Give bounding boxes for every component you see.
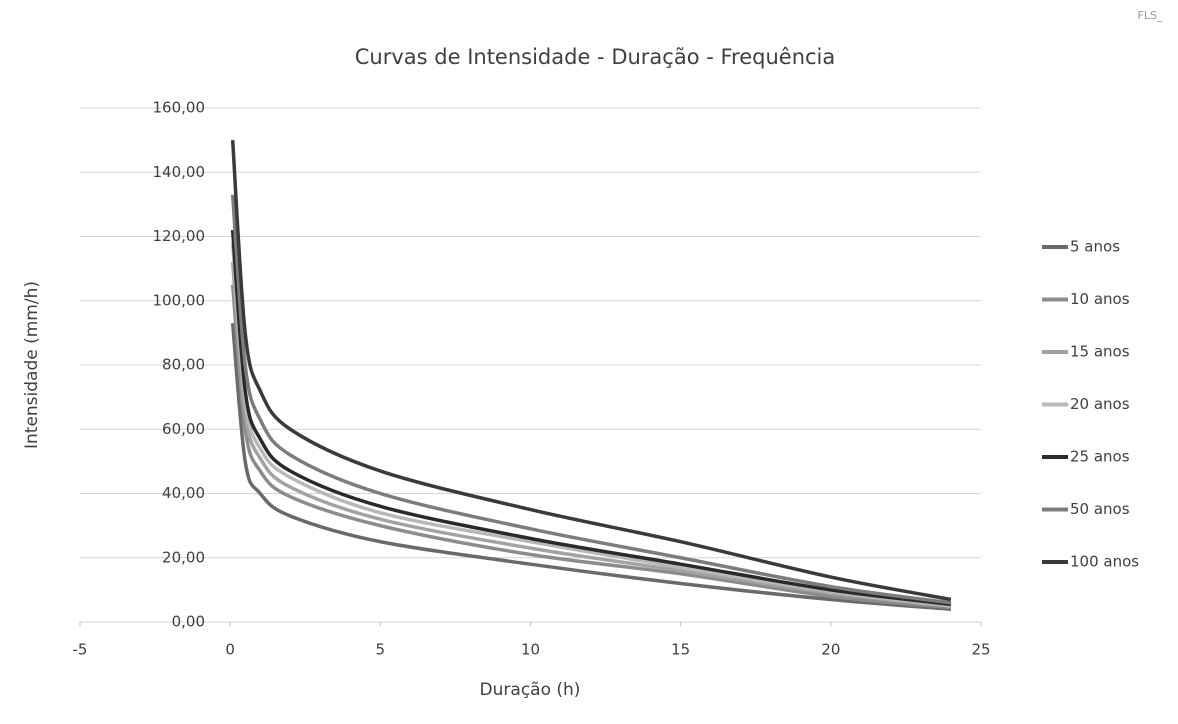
x-tick-label: -5 — [73, 641, 88, 659]
x-tick-label: 5 — [376, 641, 386, 659]
legend-label: 15 anos — [1070, 343, 1130, 361]
series-line — [230, 229, 952, 607]
series-line — [230, 323, 952, 611]
y-tick-label: 140,00 — [153, 163, 206, 181]
y-tick-label: 0,00 — [172, 613, 205, 631]
series-line — [230, 284, 952, 610]
y-tick-label: 100,00 — [153, 291, 206, 309]
x-tick-label: 15 — [671, 641, 690, 659]
legend-label: 20 anos — [1070, 395, 1130, 413]
legend-label: 10 anos — [1070, 290, 1130, 308]
x-tick-label: 25 — [971, 641, 990, 659]
legend-label: 50 anos — [1070, 500, 1130, 518]
legend-label: 100 anos — [1070, 553, 1139, 571]
x-tick-label: 10 — [521, 641, 540, 659]
y-axis-label: Intensidade (mm/h) — [22, 281, 42, 449]
legend-label: 5 anos — [1070, 238, 1120, 256]
series-line — [230, 140, 952, 602]
series-line — [230, 194, 952, 605]
y-tick-label: 160,00 — [153, 99, 206, 117]
y-tick-label: 120,00 — [153, 227, 206, 245]
x-axis-label: Duração (h) — [480, 680, 581, 700]
y-tick-label: 40,00 — [162, 484, 205, 502]
y-tick-label: 80,00 — [162, 356, 205, 374]
x-tick-label: 20 — [821, 641, 840, 659]
chart-title: Curvas de Intensidade - Duração - Frequê… — [355, 45, 836, 69]
y-tick-label: 60,00 — [162, 420, 205, 438]
series-line — [230, 242, 952, 608]
series-line — [230, 262, 952, 608]
y-tick-label: 20,00 — [162, 548, 205, 566]
x-tick-label: 0 — [225, 641, 235, 659]
legend-label: 25 anos — [1070, 448, 1130, 466]
stamp: FLS_ — [1138, 9, 1163, 22]
